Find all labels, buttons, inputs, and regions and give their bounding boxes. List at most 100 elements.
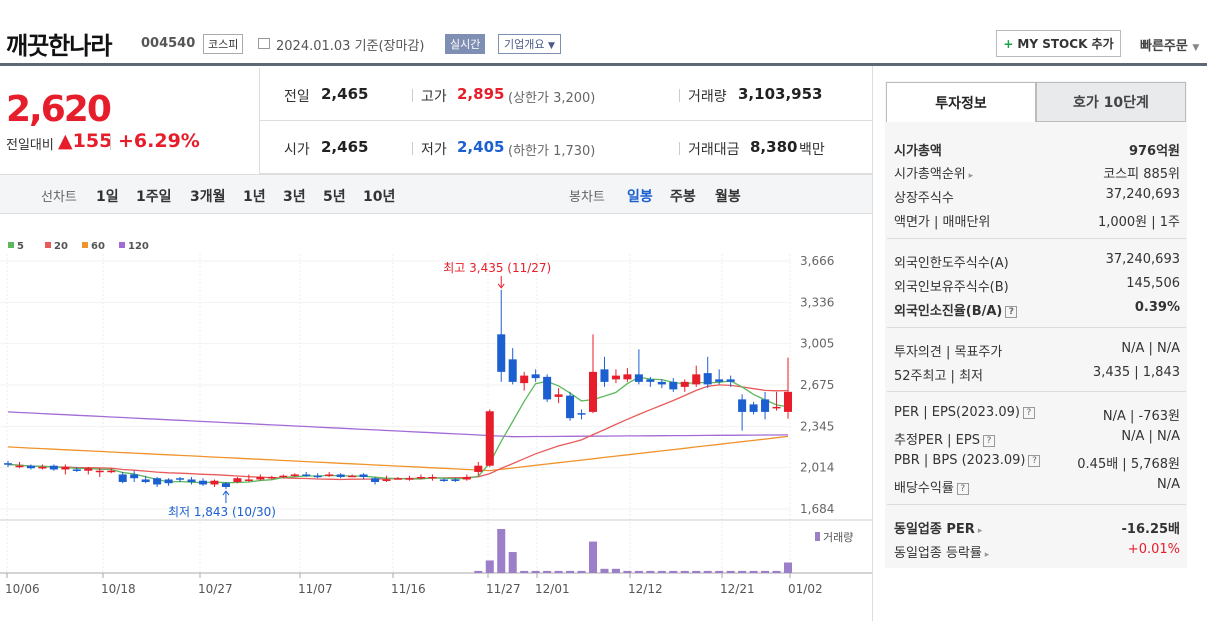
est-per-wrap: 추정PER | EPS? (894, 429, 995, 448)
candle-body (26, 465, 35, 469)
help-icon[interactable]: ? (956, 482, 969, 495)
candle-monthly[interactable]: 월봉 (715, 189, 741, 205)
volume-bar (761, 570, 770, 573)
candle-body (543, 376, 552, 400)
tab-investment-info[interactable]: 투자정보 (886, 82, 1036, 122)
candle-body (325, 474, 334, 476)
candle-daily[interactable]: 일봉 (627, 189, 653, 205)
candle-body (405, 478, 414, 480)
period-10y[interactable]: 10년 (363, 189, 396, 205)
x-tick-label: 01/02 (788, 582, 823, 596)
x-tick-label: 12/12 (628, 582, 663, 596)
volume-bar (531, 570, 540, 573)
candle-body (692, 374, 701, 385)
help-icon[interactable]: ? (1028, 454, 1041, 467)
calendar-icon (258, 38, 270, 49)
candle-body (611, 375, 620, 380)
x-tick-label: 10/06 (5, 582, 40, 596)
candle-body (348, 475, 357, 478)
divider (110, 134, 111, 150)
amount-value: 8,380 (750, 138, 798, 156)
info-row[interactable]: 시가총액순위 ▸ 코스피 885위 (894, 163, 1180, 182)
candle-body (703, 373, 712, 385)
help-icon[interactable]: ? (982, 434, 995, 447)
candle-body (749, 404, 758, 412)
candle-body (497, 334, 506, 372)
volume-bar (692, 570, 701, 573)
realtime-button[interactable]: 실시간 (445, 34, 486, 54)
info-row: 상장주식수 37,240,693 (894, 187, 1180, 206)
candle-body (290, 474, 299, 476)
legend-swatch (119, 242, 125, 248)
sector-chg-label: 동일업종 등락률 (894, 546, 982, 561)
candle-chart-label: 봉차트 (569, 190, 605, 205)
volume-legend-swatch (815, 532, 820, 541)
candle-weekly[interactable]: 주봉 (670, 189, 696, 205)
candle-body (359, 474, 368, 477)
help-icon[interactable]: ? (1022, 406, 1035, 419)
candle-body (531, 374, 540, 379)
div-wrap: 배당수익률? (894, 477, 969, 496)
legend-swatch (45, 242, 51, 248)
volume-bar (783, 562, 793, 573)
candle-body (279, 475, 288, 478)
stock-header (0, 0, 1207, 66)
prev-close-value: 2,465 (321, 85, 369, 103)
line-chart-label: 선차트 (41, 190, 77, 205)
x-tick-label: 11/27 (486, 582, 521, 596)
volume-bar (508, 552, 517, 573)
info-row: PBR | BPS (2023.09)? 0.45배 | 5,768원 (894, 453, 1180, 472)
candle-body (302, 474, 311, 476)
candle-body (634, 374, 643, 382)
candle-body (680, 381, 689, 387)
chevron-down-icon: ▼ (1192, 43, 1200, 53)
period-3m[interactable]: 3개월 (190, 189, 226, 205)
legend-swatch (8, 242, 14, 248)
y-tick-label: 2,345 (800, 419, 834, 433)
candle-body (715, 379, 724, 382)
info-row[interactable]: 동일업종 등락률 ▸ +0.01% (894, 542, 1180, 561)
candle-body (141, 479, 150, 482)
candle-body (428, 476, 437, 479)
price-chart[interactable]: 3,666 3,336 3,005 2,675 2,345 2,014 1,684 5 20 60… (0, 214, 872, 621)
legend-label: 20 (54, 241, 68, 252)
low-value: 2,405 (457, 138, 505, 156)
divider (679, 89, 680, 102)
high-label: 고가 (421, 89, 447, 105)
divider (872, 66, 873, 621)
candle-body (221, 483, 230, 487)
period-1w[interactable]: 1주일 (136, 189, 172, 205)
add-mystock-button[interactable]: + MY STOCK 추가 (996, 30, 1121, 57)
pbr-wrap: PBR | BPS (2023.09)? (894, 453, 1041, 472)
chevron-down-icon: ▼ (547, 41, 555, 51)
period-3y[interactable]: 3년 (283, 189, 306, 205)
market-cap-value: 976억원 (1128, 144, 1180, 159)
info-row[interactable]: 동일업종 PER ▸ -16.25배 (894, 518, 1180, 537)
company-overview-dropdown[interactable]: 기업개요 ▼ (498, 34, 561, 54)
sector-per-wrap: 동일업종 PER ▸ (894, 518, 982, 537)
y-tick-label: 2,675 (800, 378, 834, 392)
info-row: 외국인소진율(B/A)? 0.39% (894, 300, 1180, 319)
y-tick-label: 1,684 (800, 502, 834, 516)
amount-unit: 백만 (799, 142, 825, 158)
period-1d[interactable]: 1일 (96, 189, 119, 205)
tab-order-book[interactable]: 호가 10단계 (1036, 82, 1186, 122)
period-1y[interactable]: 1년 (243, 189, 266, 205)
rank-label-wrap: 시가총액순위 ▸ (894, 163, 973, 182)
candle-body (244, 479, 253, 481)
high-annotation: 최고 3,435 (11/27) (443, 261, 551, 275)
candle-body (416, 476, 425, 479)
quick-order-dropdown[interactable]: 빠른주문 ▼ (1140, 35, 1199, 54)
legend-label: 120 (128, 241, 149, 252)
candle-body (176, 478, 185, 480)
dividend-value: N/A (1157, 477, 1180, 492)
period-5y[interactable]: 5년 (323, 189, 346, 205)
base-date: 2024.01.03 기준(장마감) (276, 39, 425, 54)
foreign-hold-label: 외국인보유주식수(B) (894, 280, 1009, 295)
investment-info-panel (885, 81, 1187, 568)
info-row: 액면가 | 매매단위 1,000원 | 1주 (894, 211, 1180, 230)
foreign-ratio-wrap: 외국인소진율(B/A)? (894, 300, 1018, 319)
volume-bar (749, 570, 758, 573)
help-icon[interactable]: ? (1005, 305, 1018, 318)
candle-body (554, 394, 563, 397)
